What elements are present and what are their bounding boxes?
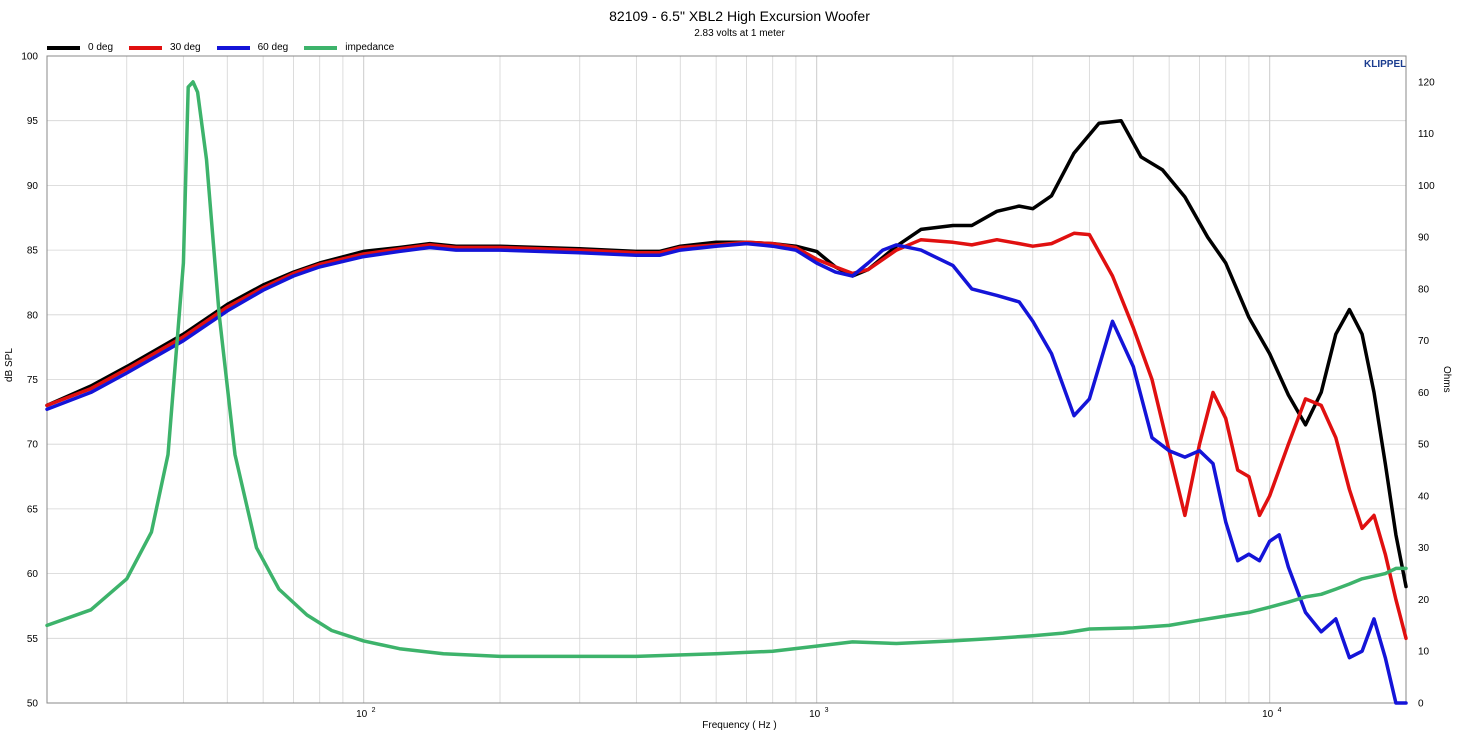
- grid: [46, 55, 1407, 704]
- y-tick-left: 85: [27, 246, 39, 257]
- y-tick-left: 100: [21, 52, 38, 63]
- y-tick-left: 70: [27, 440, 39, 451]
- legend-label-impedance: impedance: [345, 42, 395, 53]
- x-tick: 10: [809, 709, 821, 720]
- legend-item-0deg: 0 deg: [47, 42, 113, 53]
- y-tick-left: 95: [27, 116, 39, 127]
- series-line-impedance: [45, 80, 1408, 659]
- legend-label-0deg: 0 deg: [88, 42, 114, 53]
- y-tick-right: 60: [1418, 388, 1430, 399]
- y-tick-right: 40: [1418, 491, 1430, 502]
- legend-item-30deg: 30 deg: [129, 42, 201, 53]
- y-tick-right: 20: [1418, 595, 1430, 606]
- chart-subtitle: 2.83 volts at 1 meter: [694, 28, 785, 39]
- legend-label-30deg: 30 deg: [170, 42, 201, 53]
- legend: 0 deg 30 deg 60 deg impedance: [47, 42, 410, 53]
- y-tick-left: 50: [27, 699, 39, 710]
- series-line-30-deg: [45, 231, 1408, 641]
- y-tick-right: 0: [1418, 699, 1424, 710]
- y-tick-left: 80: [27, 310, 39, 321]
- y-tick-right: 100: [1418, 181, 1435, 192]
- legend-item-impedance: impedance: [304, 42, 394, 53]
- y-tick-left: 65: [27, 504, 39, 515]
- legend-swatch-impedance: [304, 45, 338, 50]
- x-tick-exponent: 3: [825, 707, 829, 714]
- y-axis-right-label: Ohms: [1441, 366, 1452, 393]
- legend-swatch-0deg: [47, 45, 80, 50]
- y-tick-right: 120: [1418, 77, 1435, 88]
- y-tick-left: 60: [27, 569, 39, 580]
- series-group: [45, 80, 1408, 705]
- y-axis-left-label: dB SPL: [4, 348, 15, 382]
- x-axis-label: Frequency ( Hz ): [702, 720, 777, 731]
- y-tick-right: 80: [1418, 284, 1430, 295]
- tick-labels: 50 55 60 65 70 75 80 85 90 95 100 0 10 20 30 40 50 60 70 80…: [21, 52, 1435, 721]
- y-tick-left: 90: [27, 181, 39, 192]
- y-tick-right: 90: [1418, 233, 1430, 244]
- y-tick-right: 70: [1418, 336, 1430, 347]
- y-tick-left: 75: [27, 375, 39, 386]
- chart-title: 82109 - 6.5" XBL2 High Excursion Woofer: [609, 8, 870, 24]
- y-tick-left: 55: [27, 634, 39, 645]
- plot-frame: [46, 55, 1407, 704]
- legend-swatch-30deg: [129, 45, 163, 50]
- x-tick: 10: [356, 709, 368, 720]
- series-line-60-deg: [45, 241, 1408, 705]
- x-tick-exponent: 4: [1278, 707, 1282, 714]
- y-tick-right: 10: [1418, 647, 1430, 658]
- y-tick-right: 110: [1418, 129, 1434, 140]
- x-tick: 10: [1262, 709, 1274, 720]
- legend-label-60deg: 60 deg: [257, 42, 289, 53]
- brand-logo: KLIPPEL: [1364, 59, 1407, 70]
- y-tick-right: 30: [1418, 543, 1430, 554]
- legend-item-60deg: 60 deg: [216, 42, 289, 53]
- legend-swatch-60deg: [216, 45, 250, 50]
- x-tick-exponent: 2: [372, 707, 376, 714]
- y-tick-right: 50: [1418, 440, 1430, 451]
